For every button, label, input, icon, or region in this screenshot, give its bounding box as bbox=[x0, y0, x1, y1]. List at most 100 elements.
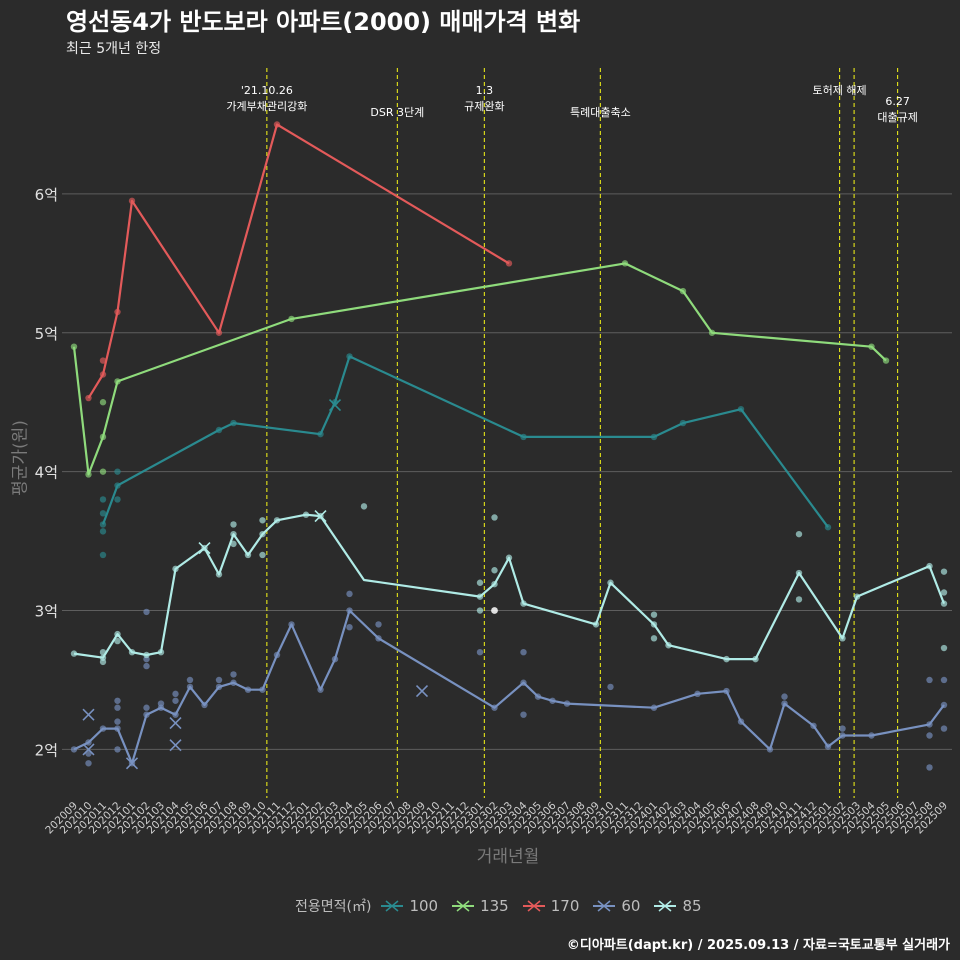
series-line-135 bbox=[72, 262, 887, 476]
y-tick-label: 2억 bbox=[35, 741, 58, 759]
data-point-60 bbox=[114, 718, 121, 725]
cross-marker-85 bbox=[198, 541, 211, 555]
legend-item-100: 100 bbox=[381, 897, 438, 915]
cross-marker-60 bbox=[82, 743, 95, 756]
legend-label-170: 170 bbox=[550, 897, 580, 915]
data-point-60 bbox=[143, 662, 150, 670]
data-point-85 bbox=[259, 517, 266, 524]
legend-swatch-135 bbox=[452, 900, 475, 912]
data-point-100 bbox=[99, 528, 107, 535]
data-point-85 bbox=[476, 579, 484, 586]
data-point-60 bbox=[607, 683, 614, 691]
cross-marker-60 bbox=[169, 716, 182, 730]
series-line-60 bbox=[73, 609, 945, 765]
cross-marker-85 bbox=[314, 510, 327, 523]
data-point-60 bbox=[157, 700, 165, 707]
data-point-60 bbox=[520, 648, 527, 656]
event-label: 1.3 bbox=[476, 84, 494, 97]
data-point-85 bbox=[650, 611, 658, 618]
data-point-85 bbox=[476, 607, 484, 614]
data-point-60 bbox=[781, 693, 788, 700]
data-point-170 bbox=[99, 357, 107, 364]
series-line-100 bbox=[101, 355, 829, 528]
legend-item-85: 85 bbox=[654, 897, 702, 915]
data-point-100 bbox=[99, 496, 107, 503]
cross-marker-60 bbox=[415, 685, 429, 698]
data-point-100 bbox=[114, 496, 121, 503]
data-point-60 bbox=[85, 760, 92, 767]
data-point-100 bbox=[99, 551, 107, 559]
cross-marker-60 bbox=[125, 757, 139, 770]
event-label: 가계부채관리강화 bbox=[226, 100, 307, 113]
data-point-85 bbox=[795, 530, 803, 538]
data-point-85 bbox=[230, 540, 237, 548]
y-tick-label: 6억 bbox=[35, 186, 58, 204]
legend-swatch-85 bbox=[654, 900, 677, 912]
data-point-60 bbox=[346, 623, 353, 631]
data-point-60 bbox=[143, 704, 150, 711]
data-point-135 bbox=[70, 343, 78, 350]
data-point-60 bbox=[926, 764, 933, 771]
legend-swatch-170 bbox=[522, 900, 545, 912]
data-point-60 bbox=[375, 621, 382, 628]
data-point-85 bbox=[491, 514, 498, 521]
data-point-60 bbox=[230, 671, 237, 678]
data-point-60 bbox=[940, 725, 948, 732]
data-point-100 bbox=[99, 510, 107, 517]
data-point-60 bbox=[114, 746, 121, 753]
data-point-60 bbox=[926, 732, 933, 739]
data-point-85 bbox=[259, 551, 266, 559]
data-point-60 bbox=[346, 590, 353, 598]
data-point-60 bbox=[476, 648, 484, 656]
data-point-60 bbox=[114, 697, 121, 704]
data-point-60 bbox=[114, 704, 121, 711]
y-tick-label: 5억 bbox=[35, 325, 58, 343]
legend-item-60: 60 bbox=[593, 897, 640, 915]
legend: 전용면적(㎡) 100 135 170 60 85 bbox=[295, 896, 710, 916]
data-point-135 bbox=[99, 399, 107, 406]
data-point-85 bbox=[230, 521, 237, 528]
chart-subtitle: 최근 5개년 한정 bbox=[66, 41, 162, 57]
source-caption: ©디아파트(dapt.kr) / 2025.09.13 / 자료=국토교통부 실… bbox=[566, 938, 950, 953]
data-point-85 bbox=[940, 589, 948, 596]
data-point-85 bbox=[940, 644, 948, 652]
data-point-85 bbox=[70, 650, 78, 657]
data-point-60 bbox=[926, 676, 933, 684]
event-label: 특례대출축소 bbox=[570, 106, 631, 119]
data-point-100 bbox=[114, 468, 121, 475]
series-line-85 bbox=[73, 513, 946, 661]
legend-label-85: 85 bbox=[682, 897, 702, 915]
event-label: 토허제 해제 bbox=[813, 83, 867, 97]
cross-marker-60 bbox=[82, 708, 95, 721]
legend-item-170: 170 bbox=[522, 897, 580, 915]
event-label: 대출규제 bbox=[877, 111, 917, 124]
data-point-85 bbox=[360, 503, 368, 510]
legend-label-60: 60 bbox=[621, 897, 641, 915]
data-point-135 bbox=[99, 468, 107, 475]
event-label: '21.10.26 bbox=[241, 84, 293, 97]
data-point-60 bbox=[520, 711, 527, 718]
data-point-85 bbox=[491, 567, 498, 574]
series-line-170 bbox=[87, 123, 510, 399]
legend-swatch-60 bbox=[593, 900, 616, 912]
legend-title: 전용면적(㎡) bbox=[295, 899, 372, 915]
data-point-60 bbox=[186, 676, 194, 684]
legend-label-100: 100 bbox=[409, 897, 439, 915]
data-point-85 bbox=[795, 596, 803, 603]
cross-marker-100 bbox=[328, 398, 342, 412]
x-axis-label: 거래년월 bbox=[476, 847, 540, 867]
data-point-60 bbox=[215, 676, 223, 684]
legend-label-135: 135 bbox=[480, 897, 509, 915]
legend-item-135: 135 bbox=[452, 897, 509, 915]
legend-swatch-100 bbox=[381, 900, 404, 912]
data-point-85 bbox=[940, 568, 948, 575]
y-axis-label: 평균가(원) bbox=[10, 420, 31, 496]
event-label: DSR 3단계 bbox=[370, 106, 424, 119]
chart-title: 영선동4가 반도보라 아파트(2000) 매매가격 변화 bbox=[66, 8, 581, 36]
data-point-60 bbox=[172, 690, 179, 698]
data-point-60 bbox=[172, 697, 179, 704]
event-label: 규제완화 bbox=[464, 100, 504, 113]
cross-marker-60 bbox=[169, 739, 182, 752]
y-tick-label: 4억 bbox=[35, 464, 58, 482]
